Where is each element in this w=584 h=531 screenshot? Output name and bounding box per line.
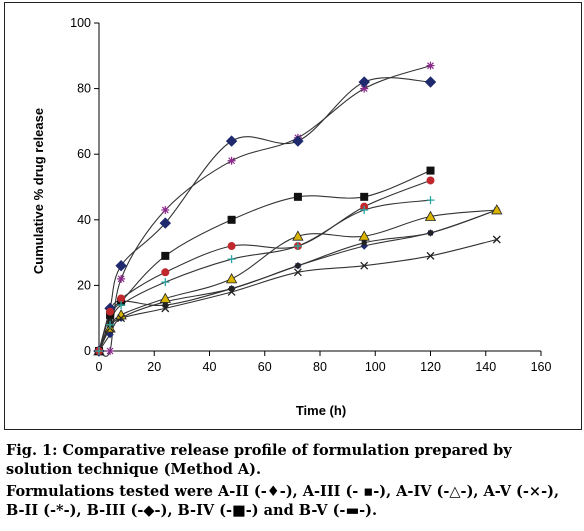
data-point-b-iv <box>360 192 369 201</box>
data-point-b-v <box>106 307 115 316</box>
figure-caption-note: Formulations tested were A-II (-♦-), A-I… <box>6 483 559 519</box>
data-point-a-iii <box>295 263 301 269</box>
data-point-a-ii <box>106 330 114 339</box>
data-point-a-v <box>426 251 435 260</box>
data-point-series-9 <box>227 255 236 264</box>
data-point-b-v <box>117 294 126 303</box>
data-point-b-iii <box>115 260 127 272</box>
axes: 0 20 40 60 80 100 0 20 40 60 80 100 120 140 160 <box>70 16 551 374</box>
data-point-a-iv <box>424 210 437 221</box>
data-point-b-ii <box>360 84 369 93</box>
data-point-a-iii <box>361 240 367 246</box>
data-point-a-iii <box>229 286 235 292</box>
x-tick-label: 60 <box>258 360 272 374</box>
data-point-a-iv <box>159 292 171 303</box>
data-point-a-v <box>360 261 369 270</box>
data-point-a-iii <box>162 302 168 308</box>
data-point-b-ii <box>117 274 126 283</box>
data-point-a-v <box>161 304 170 313</box>
data-point-b-v <box>161 268 170 277</box>
chart-frame: 0 20 40 60 80 100 0 20 40 60 80 100 120 140 160 Time (… <box>4 2 582 430</box>
y-tick-label: 0 <box>84 344 91 358</box>
data-point-a-iv <box>358 230 370 241</box>
x-axis-label: Time (h) <box>296 403 346 418</box>
data-point-a-v <box>227 288 236 296</box>
data-point-series-9 <box>360 205 369 214</box>
release-profile-chart: 0 20 40 60 80 100 0 20 40 60 80 100 120 140 160 Time (… <box>31 16 551 418</box>
y-tick-label: 60 <box>77 147 91 161</box>
data-point-series-9 <box>426 196 435 205</box>
data-point-b-iv <box>293 192 302 201</box>
x-tick-label: 0 <box>96 360 103 374</box>
x-tick-label: 40 <box>203 360 217 374</box>
x-tick-label: 100 <box>365 360 386 374</box>
data-point-a-iii <box>428 230 433 236</box>
data-point-b-iv <box>426 166 435 175</box>
x-tick-label: 120 <box>420 360 441 374</box>
series-line-b-ii <box>98 65 431 357</box>
x-tick-label: 160 <box>531 360 552 374</box>
data-point-a-iv <box>491 204 503 215</box>
data-point-a-iv <box>292 230 304 241</box>
x-tick-label: 80 <box>313 360 327 374</box>
data-point-b-v <box>227 242 236 251</box>
data-point-series-9 <box>106 320 115 329</box>
y-tick-label: 20 <box>77 278 91 292</box>
data-point-b-v <box>426 176 435 185</box>
series-lines <box>98 65 497 357</box>
y-tick-label: 40 <box>77 213 91 227</box>
data-point-series-9 <box>293 242 302 251</box>
data-point-b-iii <box>225 135 238 147</box>
data-point-b-ii <box>227 156 236 165</box>
y-tick-label: 80 <box>77 82 91 96</box>
data-point-b-iii <box>159 217 172 229</box>
series-markers <box>93 61 503 357</box>
series-line-series-9 <box>98 199 431 352</box>
data-point-series-9 <box>117 301 126 310</box>
x-tick-label: 140 <box>475 360 496 374</box>
data-point-b-iii <box>358 76 370 88</box>
data-point-b-ii <box>426 61 435 70</box>
figure-caption-title: Fig. 1: Comparative release profile of f… <box>6 442 512 478</box>
data-point-a-v <box>492 235 501 244</box>
data-point-a-v <box>293 268 302 277</box>
x-tick-label: 20 <box>147 360 161 374</box>
y-tick-label: 100 <box>70 16 91 30</box>
data-point-a-v <box>117 314 126 323</box>
data-point-b-iii <box>292 135 304 147</box>
data-point-b-iii <box>424 76 437 88</box>
data-point-a-iv <box>225 273 238 284</box>
series-line-b-iv <box>98 170 431 352</box>
series-line-b-iii <box>98 77 431 352</box>
data-point-b-ii <box>161 205 170 214</box>
series-line-a-v <box>98 238 497 352</box>
y-axis-label: Cumulative % drug release <box>31 108 46 274</box>
data-point-b-iv <box>227 215 236 224</box>
data-point-b-ii <box>106 347 115 355</box>
data-point-b-iv <box>161 251 170 260</box>
data-point-series-9 <box>161 278 170 287</box>
data-point-series-9 <box>95 347 103 355</box>
